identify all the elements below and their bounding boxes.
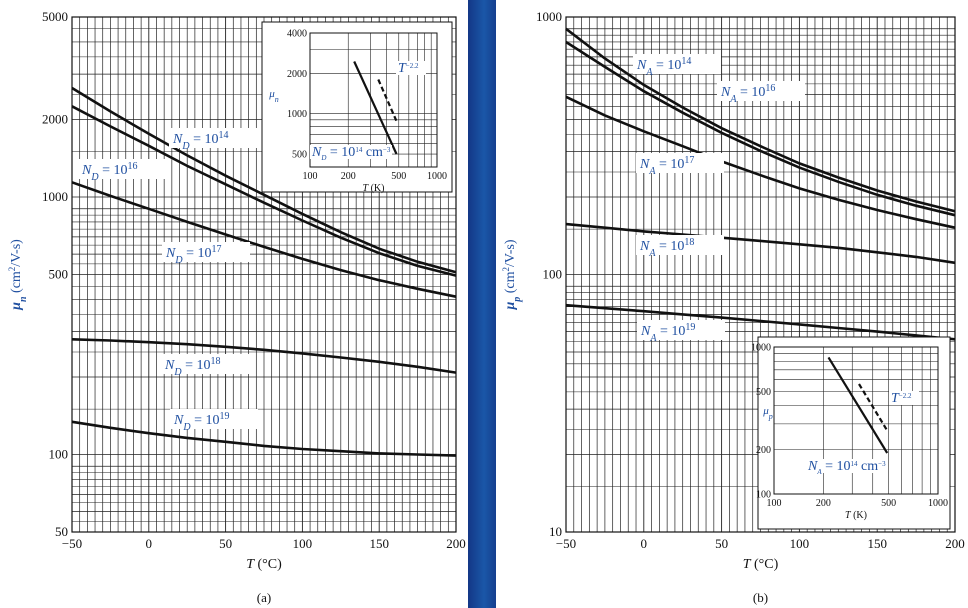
series-label-bg <box>170 409 258 429</box>
inset-x-tick: 200 <box>816 498 831 509</box>
inset-x-tick: 500 <box>391 171 406 182</box>
x-tick-label: −50 <box>62 536 82 551</box>
y-axis-label: μn (cm2/V-s) <box>7 239 29 311</box>
series-line-1 <box>565 27 956 213</box>
inset-x-tick: 500 <box>881 498 896 509</box>
x-tick-label: 50 <box>219 536 232 551</box>
inset-y-tick: 100 <box>756 490 771 501</box>
inset-dashed-label-bg <box>889 391 919 405</box>
x-tick-label: 150 <box>867 536 887 551</box>
series-line-5 <box>565 303 956 341</box>
x-axis-label: T (°C) <box>743 557 779 572</box>
series-label-bg <box>633 54 721 74</box>
inset-x-tick: 200 <box>341 171 356 182</box>
inset-dashed-label-bg <box>396 61 426 75</box>
inset-solid-line <box>827 356 889 454</box>
series-label-3: NA = 1017 <box>639 155 694 177</box>
series-label-bg <box>161 354 249 374</box>
series-line-2 <box>565 40 956 217</box>
x-tick-label: 200 <box>446 536 466 551</box>
panel-b: −50 0 50 100 150 200 1000 100 10 T (°C) μp (cm2/V-… <box>496 0 968 608</box>
inset-y-tick: 200 <box>756 445 771 456</box>
y-axis-label: μp (cm2/V-s) <box>501 239 523 310</box>
inset-box <box>757 336 951 530</box>
x-tick-label: −50 <box>556 536 576 551</box>
inset-y-label: μp <box>762 405 773 421</box>
inset-solid-line <box>353 61 398 155</box>
x-tick-label: 0 <box>641 536 648 551</box>
inset-x-tick: 1000 <box>928 498 948 509</box>
plot-frame <box>565 16 956 533</box>
inset-y-tick: 4000 <box>287 29 307 40</box>
inset-dashed-label: T−2.2 <box>398 61 419 76</box>
inset-x-tick: 1000 <box>427 171 447 182</box>
inset-solid-label: NA = 1014 cm−3 <box>807 459 886 476</box>
y-tick-label: 100 <box>49 446 69 461</box>
series-label-3: ND = 1017 <box>165 244 221 266</box>
series-line-3 <box>565 95 956 229</box>
x-tick-label: 150 <box>369 536 389 551</box>
series-label-bg <box>637 320 725 340</box>
chart-b-svg: −50 0 50 100 150 200 1000 100 10 T (°C) μp (cm2/V-… <box>501 9 965 605</box>
x-tick-label: 100 <box>790 536 810 551</box>
series-label-2: ND = 1016 <box>81 161 137 183</box>
inset-y-tick: 500 <box>756 387 771 398</box>
chart-a-svg: −50 0 50 100 150 200 5000 2000 1000 500 100 50 T (°C… <box>7 9 466 605</box>
inset-y-label: μn <box>268 88 279 104</box>
inset-y-tick: 1000 <box>751 343 771 354</box>
series-label-4: ND = 1018 <box>164 356 220 378</box>
series-line-3 <box>71 181 457 298</box>
series-line-5 <box>71 420 457 457</box>
series-line-4 <box>71 338 457 374</box>
panel-a: −50 0 50 100 150 200 5000 2000 1000 500 100 50 T (°C… <box>0 0 468 608</box>
figure-caption: (b) <box>753 590 768 605</box>
y-tick-label: 1000 <box>536 9 562 24</box>
series-line-2 <box>71 105 457 277</box>
y-tick-label: 50 <box>55 524 68 539</box>
series-label-bg <box>162 242 250 262</box>
x-tick-label: 0 <box>146 536 153 551</box>
inset-solid-label-bg <box>806 459 888 473</box>
series-label-bg <box>78 159 166 179</box>
inset-x-label: T (K) <box>363 183 385 194</box>
inset-dashed-label: T−2.2 <box>891 391 912 406</box>
inset-solid-label: ND = 1014 cm−3 <box>311 145 391 162</box>
series-line-4 <box>565 222 956 265</box>
series-label-5: ND = 1019 <box>173 411 229 433</box>
inset-dashed-line <box>858 383 889 432</box>
inset-y-tick: 2000 <box>287 69 307 80</box>
inset-frame <box>309 32 438 168</box>
series-label-bg <box>636 235 724 255</box>
y-tick-label: 5000 <box>42 9 68 24</box>
series-label-2: NA = 1016 <box>720 83 775 105</box>
inset-y-tick: 500 <box>292 150 307 161</box>
x-tick-label: 100 <box>293 536 313 551</box>
series-label-bg <box>169 128 257 148</box>
y-tick-label: 1000 <box>42 189 68 204</box>
inset-box <box>261 21 453 193</box>
series-label-5: NA = 1019 <box>640 322 695 344</box>
y-tick-label: 500 <box>49 267 69 282</box>
inset-x-tick: 100 <box>303 171 318 182</box>
y-tick-label: 10 <box>549 524 562 539</box>
series-label-bg <box>636 153 724 173</box>
series-line-1 <box>71 86 457 274</box>
inset-frame <box>773 346 939 495</box>
series-label-1: NA = 1014 <box>636 56 691 78</box>
figure-caption: (a) <box>257 590 271 605</box>
inset-x-label: T (K) <box>845 510 867 521</box>
series-label-4: NA = 1018 <box>639 237 694 259</box>
x-axis-label: T (°C) <box>246 557 282 572</box>
y-tick-label: 2000 <box>42 111 68 126</box>
inset-solid-label-bg <box>310 145 392 159</box>
inset-y-tick: 1000 <box>287 109 307 120</box>
series-label-bg <box>717 81 805 101</box>
x-tick-label: 200 <box>945 536 965 551</box>
series-label-1: ND = 1014 <box>172 130 228 152</box>
y-tick-label: 100 <box>543 267 563 282</box>
inset-x-tick: 100 <box>767 498 782 509</box>
x-tick-label: 50 <box>715 536 728 551</box>
